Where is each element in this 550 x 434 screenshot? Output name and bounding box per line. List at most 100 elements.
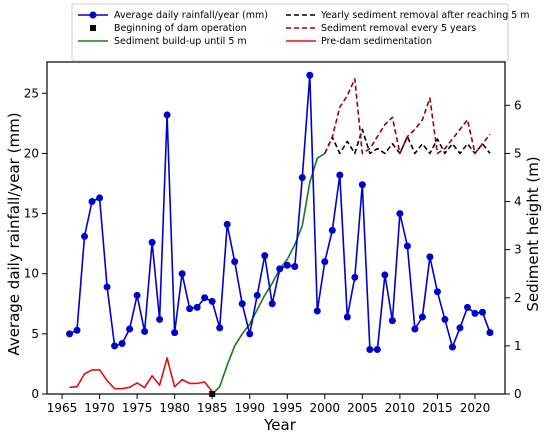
rainfall-point (321, 258, 329, 266)
rainfall-point (201, 294, 209, 302)
right-y-tick-label: 4 (514, 195, 522, 209)
rainfall-point (471, 309, 479, 317)
x-tick-label: 1975 (122, 401, 153, 415)
rainfall-point (253, 291, 261, 299)
x-tick-label: 1970 (84, 401, 115, 415)
rainfall-point (268, 300, 276, 308)
rainfall-point (111, 342, 119, 350)
left-y-axis-title: Average daily rainfall/year (mm) (5, 112, 23, 355)
rainfall-point (156, 315, 164, 323)
rainfall-point (163, 111, 171, 119)
rainfall-point (358, 181, 366, 189)
rainfall-point (246, 330, 254, 338)
series-line-average-daily-rainfall-year-mm (69, 74, 491, 351)
x-axis-title: Year (263, 416, 297, 434)
rainfall-point (373, 345, 381, 353)
rainfall-point (411, 325, 419, 333)
x-tick-label: 1995 (272, 401, 303, 415)
rainfall-point (396, 210, 404, 218)
left-y-tick-label: 25 (24, 86, 39, 100)
legend-label-pre-dam: Pre-dam sedimentation (321, 36, 432, 47)
rainfall-point (238, 300, 246, 308)
left-y-tick-label: 0 (31, 387, 39, 401)
legend-label-yearly-removal: Yearly sediment removal after reaching 5… (320, 10, 530, 21)
rainfall-point (388, 317, 396, 325)
rainfall-point (126, 325, 134, 333)
legend-entry-dam-operation: Beginning of dam operation (90, 23, 247, 34)
rainfall-point (103, 283, 111, 291)
rainfall-point (351, 273, 359, 281)
legend-entry-buildup: Sediment build-up until 5 m (78, 36, 247, 47)
rainfall-point (171, 329, 179, 337)
x-tick-label: 1965 (47, 401, 78, 415)
x-tick-label: 2010 (385, 401, 416, 415)
rainfall-point (448, 343, 456, 351)
series-layer (66, 71, 494, 397)
rainfall-point (456, 324, 464, 332)
left-y-tick-label: 10 (24, 267, 39, 281)
rainfall-point (463, 303, 471, 311)
rainfall-point (343, 313, 351, 321)
rainfall-point (223, 220, 231, 228)
left-y-tick-label: 20 (24, 146, 39, 160)
rainfall-point (66, 330, 74, 338)
rainfall-point (381, 271, 389, 279)
series-line-sediment-build-up-until-5-m (211, 152, 326, 395)
rainfall-point (193, 303, 201, 311)
rainfall-point (216, 324, 224, 332)
x-tick-label: 2000 (310, 401, 341, 415)
rainfall-point (133, 291, 141, 299)
rainfall-point (328, 226, 336, 234)
rainfall-point (418, 313, 426, 321)
right-y-tick-label: 6 (514, 98, 522, 112)
right-y-tick-label: 1 (514, 339, 522, 353)
rainfall-point (186, 305, 194, 313)
series-line-pre-dam-sedimentation (69, 357, 213, 393)
rainfall-point (261, 252, 269, 260)
x-tick-label: 2005 (347, 401, 378, 415)
legend-label-buildup: Sediment build-up until 5 m (114, 36, 247, 47)
right-y-tick-label: 0 (514, 387, 522, 401)
x-tick-label: 2015 (422, 401, 453, 415)
axes-layer: 1965 1970 1975 1980 1985 1990 1995 2000 2005 2010… (24, 86, 522, 415)
series-line-sediment-removal-every-5-years (324, 78, 491, 155)
right-y-tick-label: 5 (514, 146, 522, 160)
right-y-tick-label: 2 (514, 291, 522, 305)
rainfall-point (81, 232, 89, 240)
legend-entry-rainfall: Average daily rainfall/year (mm) (78, 10, 268, 21)
rainfall-point (441, 315, 449, 323)
rainfall-point (336, 171, 344, 179)
legend-label-5yr-removal: Sediment removal every 5 years (321, 23, 476, 34)
rainfall-point (73, 326, 81, 334)
rainfall-point (208, 297, 216, 305)
rainfall-point (276, 265, 284, 273)
legend-label-rainfall: Average daily rainfall/year (mm) (114, 10, 268, 21)
legend-label-dam-operation: Beginning of dam operation (114, 23, 247, 34)
left-y-tick-label: 5 (31, 327, 39, 341)
rainfall-point (306, 71, 314, 79)
legend-entry-5yr-removal: Sediment removal every 5 years (286, 23, 476, 34)
left-y-tick-label: 15 (24, 207, 39, 221)
rainfall-point (96, 194, 104, 202)
rainfall-point (403, 242, 411, 250)
plot-frame (46, 61, 506, 395)
rainfall-point (291, 262, 299, 270)
rainfall-point (366, 345, 374, 353)
plot-area (46, 61, 506, 395)
legend-entry-pre-dam: Pre-dam sedimentation (286, 36, 432, 47)
x-tick-label: 2020 (460, 401, 491, 415)
x-tick-label: 1990 (234, 401, 265, 415)
legend-entry-yearly-removal: Yearly sediment removal after reaching 5… (286, 10, 530, 21)
rainfall-point (478, 308, 486, 316)
rainfall-point (486, 329, 494, 337)
rainfall-point (283, 261, 291, 269)
rainfall-point (141, 327, 149, 335)
legend: Average daily rainfall/year (mm) Beginni… (71, 3, 530, 62)
series-line-yearly-sediment-removal-after-reaching-5-m (324, 128, 491, 155)
right-y-tick-label: 3 (514, 243, 522, 257)
rainfall-point (178, 270, 186, 278)
rainfall-point (231, 258, 239, 266)
rainfall-point (313, 307, 321, 315)
rainfall-point (433, 288, 441, 296)
